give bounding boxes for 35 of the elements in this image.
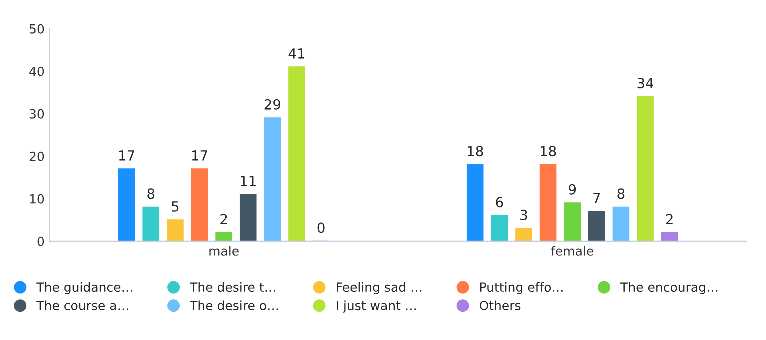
data-label: 17 [120,150,134,161]
legend-label: The desire o… [190,300,278,310]
y-tick-label: 0 [38,236,44,246]
data-label: 3 [520,210,528,220]
data-label: 18 [540,146,556,157]
legend-label: I just want … [337,300,416,313]
y-tick-label: 40 [30,66,44,76]
data-label: 8 [148,188,155,200]
legend-label: Feeling sad … [337,282,422,294]
data-label: 2 [220,214,228,224]
data-label: 6 [496,197,504,208]
y-tick-label: 20 [30,152,44,162]
data-label: 9 [569,184,576,195]
legend-label: The guidance… [36,282,132,294]
data-label: 17 [192,150,208,161]
y-tick-label: 50 [30,24,44,34]
data-label: 0 [318,222,325,234]
legend-label: The desire t… [190,282,276,292]
data-label: 5 [172,202,179,212]
data-label: 18 [468,146,484,157]
legend-label: The course a… [36,300,128,310]
data-label: 7 [594,193,600,204]
y-tick-label: 10 [30,194,44,204]
legend-label: The encourag… [620,282,718,294]
data-label: 8 [618,188,625,200]
legend-label: Others [480,300,521,310]
x-tick-label: female [551,246,594,256]
data-label: 11 [241,176,256,186]
data-label: 2 [666,214,673,224]
data-label: 41 [288,48,305,59]
legend-label: Putting effo… [480,282,563,294]
y-tick-label: 30 [30,109,44,119]
data-label: 34 [638,78,654,89]
x-tick-label: male [210,246,239,256]
data-label: 29 [264,99,281,110]
